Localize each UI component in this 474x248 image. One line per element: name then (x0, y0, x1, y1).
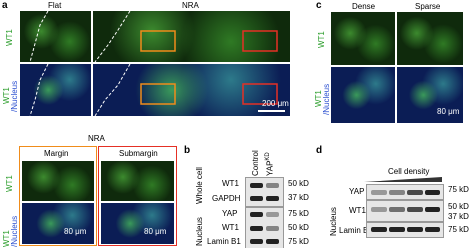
blot (366, 200, 444, 222)
row-label: WT1 (5, 175, 14, 192)
scale-bar-label: 80 μm (144, 227, 167, 236)
column-label: Dense (352, 2, 376, 11)
overlay (29, 10, 285, 117)
marker-label: 50 kD (288, 179, 309, 188)
marker-label: 37 kD (448, 212, 469, 221)
panel-label: c (316, 0, 322, 11)
group-label: Nucleus (329, 207, 338, 236)
micrograph (93, 11, 290, 62)
column-label: Sparse (415, 2, 441, 11)
lane-label-text: YAP (265, 160, 275, 176)
marker-label: 75 kD (448, 225, 469, 234)
row-label: /Nucleus (10, 80, 19, 112)
column-label: Margin (44, 149, 69, 158)
panel-label: d (316, 145, 323, 156)
band-label: GAPDH (212, 194, 241, 203)
lane-label: Control (251, 150, 260, 176)
marker-label: 37 kD (288, 193, 309, 202)
band-label: YAP (349, 187, 365, 196)
row-label: WT1 (5, 29, 14, 46)
micrograph (93, 64, 290, 116)
micrograph (397, 67, 463, 123)
micrograph (22, 161, 94, 201)
band-label: WT1 (349, 206, 366, 215)
lane-label-sup: KD (265, 152, 271, 161)
band-label: WT1 (222, 179, 239, 188)
lane-label: YAPKD (265, 152, 275, 176)
scale-bar-label: 80 μm (437, 107, 460, 116)
density-wedge (364, 177, 442, 182)
inset-frame (19, 146, 97, 246)
scale-bar-label: 200 μm (262, 99, 289, 108)
marker-label: 75 kD (288, 237, 309, 246)
micrograph (20, 64, 91, 116)
micrograph (22, 203, 94, 244)
group-label: Whole cell (195, 167, 204, 204)
scale-bar-label: 80 μm (64, 227, 87, 236)
micrograph (331, 12, 395, 65)
marker-label: 75 kD (288, 209, 309, 218)
blot (245, 207, 284, 248)
band-label: Lamin B1 (207, 237, 241, 246)
marker-label: 50 kD (288, 223, 309, 232)
row-label: /Nucleus (322, 83, 331, 115)
blot (366, 184, 444, 200)
band-label: YAP (222, 209, 238, 218)
micrograph (20, 11, 91, 62)
band-label: WT1 (222, 223, 239, 232)
column-label: Submargin (119, 149, 158, 158)
row-label: WT1 (317, 31, 326, 48)
column-label: NRA (182, 1, 199, 10)
band-label: Lamin B1 (339, 226, 373, 235)
panel-label: b (184, 145, 191, 156)
marker-label: 75 kD (448, 185, 469, 194)
inset-title: NRA (88, 134, 105, 143)
blot (366, 222, 444, 238)
panel-label: a (2, 0, 8, 11)
column-label: Flat (48, 1, 62, 10)
micrograph (331, 67, 395, 123)
micrograph (101, 161, 174, 201)
axis-title: Cell density (388, 167, 430, 176)
group-label: Nucleus (195, 217, 204, 246)
micrograph (397, 12, 463, 65)
blot (245, 177, 284, 207)
marker-label: 50 kD (448, 202, 469, 211)
inset-frame (98, 146, 177, 246)
row-label: /Nucleus (10, 215, 19, 247)
micrograph (101, 203, 174, 244)
